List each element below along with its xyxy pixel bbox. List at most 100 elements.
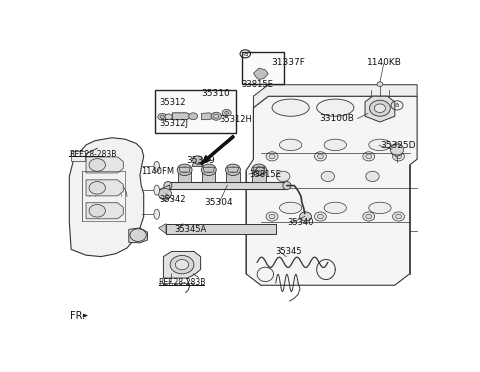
Circle shape — [158, 189, 172, 199]
Circle shape — [269, 214, 275, 219]
Ellipse shape — [369, 139, 391, 151]
Ellipse shape — [279, 202, 302, 214]
Circle shape — [363, 152, 375, 161]
Circle shape — [252, 164, 266, 176]
Polygon shape — [192, 161, 203, 166]
Polygon shape — [226, 172, 240, 182]
Polygon shape — [179, 167, 190, 172]
Circle shape — [170, 256, 194, 274]
Circle shape — [229, 167, 237, 173]
Polygon shape — [168, 182, 287, 189]
Circle shape — [363, 212, 375, 221]
Text: FR.: FR. — [71, 311, 85, 321]
Text: 35345A: 35345A — [175, 225, 207, 234]
Circle shape — [175, 260, 189, 270]
Ellipse shape — [324, 202, 347, 214]
Polygon shape — [86, 157, 123, 173]
Text: 33100B: 33100B — [320, 114, 355, 123]
Ellipse shape — [317, 99, 354, 116]
Ellipse shape — [164, 182, 172, 190]
Circle shape — [390, 145, 404, 155]
Polygon shape — [246, 96, 417, 285]
Circle shape — [160, 115, 165, 119]
Polygon shape — [163, 251, 201, 278]
Text: 1140FM: 1140FM — [141, 167, 174, 176]
Polygon shape — [69, 138, 144, 257]
Text: 35340: 35340 — [288, 218, 314, 227]
Circle shape — [366, 214, 372, 219]
Text: a: a — [243, 51, 247, 57]
Polygon shape — [253, 167, 264, 172]
Polygon shape — [392, 142, 402, 156]
Ellipse shape — [283, 182, 291, 190]
Text: 31337F: 31337F — [271, 58, 305, 67]
Polygon shape — [160, 185, 170, 201]
Polygon shape — [202, 113, 215, 120]
Circle shape — [396, 154, 401, 158]
Circle shape — [396, 214, 401, 219]
Circle shape — [256, 167, 264, 174]
Circle shape — [211, 112, 221, 120]
Text: 35310: 35310 — [201, 89, 230, 99]
Polygon shape — [202, 172, 216, 182]
Circle shape — [377, 82, 383, 86]
Text: 35345: 35345 — [275, 247, 301, 256]
Circle shape — [276, 171, 290, 182]
Text: 35325D: 35325D — [381, 141, 416, 150]
Text: REF.28-283B: REF.28-283B — [158, 279, 206, 288]
Circle shape — [393, 212, 405, 221]
Polygon shape — [228, 167, 239, 172]
Circle shape — [266, 212, 278, 221]
Polygon shape — [129, 228, 147, 243]
Bar — [71, 151, 85, 161]
Ellipse shape — [154, 185, 159, 195]
Bar — [155, 90, 236, 133]
Circle shape — [214, 114, 219, 118]
Circle shape — [317, 154, 324, 158]
Text: REF.28-283B: REF.28-283B — [69, 150, 117, 158]
Polygon shape — [365, 96, 395, 122]
Circle shape — [226, 164, 240, 176]
Text: 35342: 35342 — [160, 195, 186, 204]
Polygon shape — [253, 85, 417, 159]
Circle shape — [370, 100, 390, 116]
Circle shape — [181, 167, 188, 173]
Circle shape — [255, 167, 263, 173]
Text: 1140KB: 1140KB — [367, 58, 402, 67]
Text: 35312J: 35312J — [160, 119, 189, 128]
Polygon shape — [166, 224, 276, 234]
Ellipse shape — [369, 202, 391, 214]
Circle shape — [89, 158, 106, 171]
Circle shape — [314, 212, 326, 221]
Polygon shape — [86, 180, 123, 196]
Circle shape — [225, 111, 228, 114]
Ellipse shape — [279, 139, 302, 151]
Ellipse shape — [154, 209, 159, 219]
Text: a: a — [395, 102, 399, 108]
Polygon shape — [253, 68, 268, 80]
Ellipse shape — [324, 139, 347, 151]
Circle shape — [266, 152, 278, 161]
Polygon shape — [158, 224, 166, 234]
Polygon shape — [172, 113, 192, 120]
Circle shape — [321, 171, 335, 182]
Circle shape — [374, 104, 385, 112]
Ellipse shape — [272, 99, 309, 116]
Circle shape — [130, 229, 146, 241]
Circle shape — [89, 182, 106, 194]
Circle shape — [222, 109, 231, 116]
Ellipse shape — [154, 161, 159, 171]
Circle shape — [314, 152, 326, 161]
Bar — [242, 52, 284, 84]
Circle shape — [165, 114, 172, 120]
Text: 33815E: 33815E — [249, 170, 281, 179]
Circle shape — [202, 164, 216, 176]
Circle shape — [89, 205, 106, 217]
Circle shape — [205, 167, 213, 173]
Text: 35309: 35309 — [186, 156, 215, 165]
Circle shape — [393, 152, 405, 161]
Circle shape — [269, 154, 275, 158]
Text: 35304: 35304 — [204, 198, 233, 207]
Polygon shape — [83, 314, 87, 317]
Circle shape — [366, 154, 372, 158]
